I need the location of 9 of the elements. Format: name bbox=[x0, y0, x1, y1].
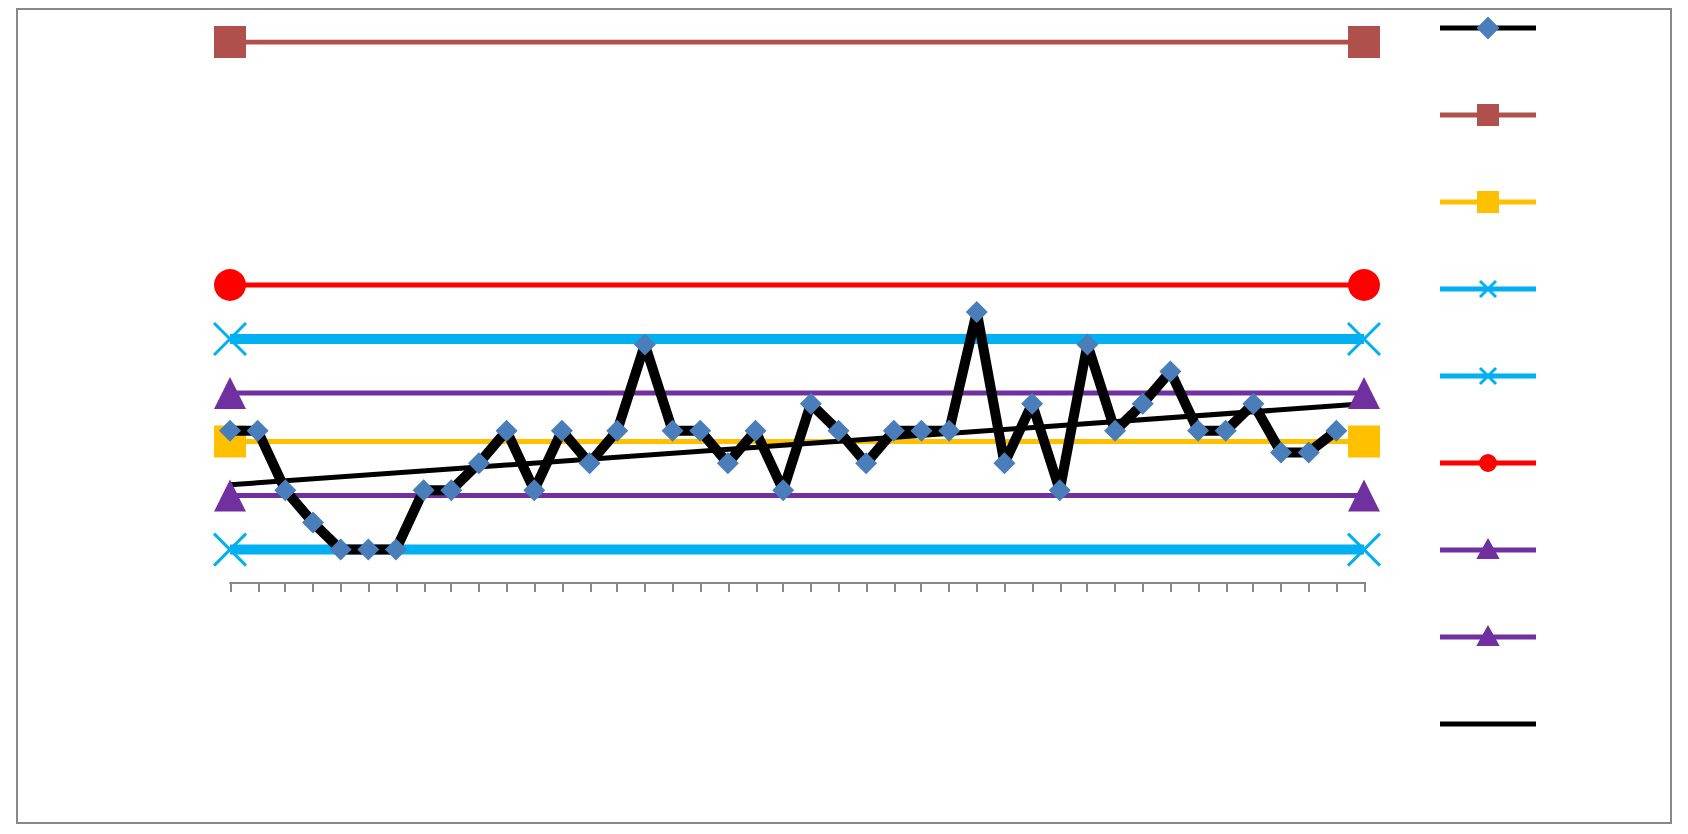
point bbox=[1348, 269, 1380, 301]
point bbox=[214, 26, 246, 58]
point bbox=[1348, 26, 1380, 58]
point bbox=[1346, 532, 1382, 568]
point bbox=[214, 269, 246, 301]
point bbox=[1346, 321, 1382, 357]
point bbox=[212, 321, 248, 357]
point bbox=[1348, 425, 1380, 458]
point bbox=[212, 532, 248, 568]
